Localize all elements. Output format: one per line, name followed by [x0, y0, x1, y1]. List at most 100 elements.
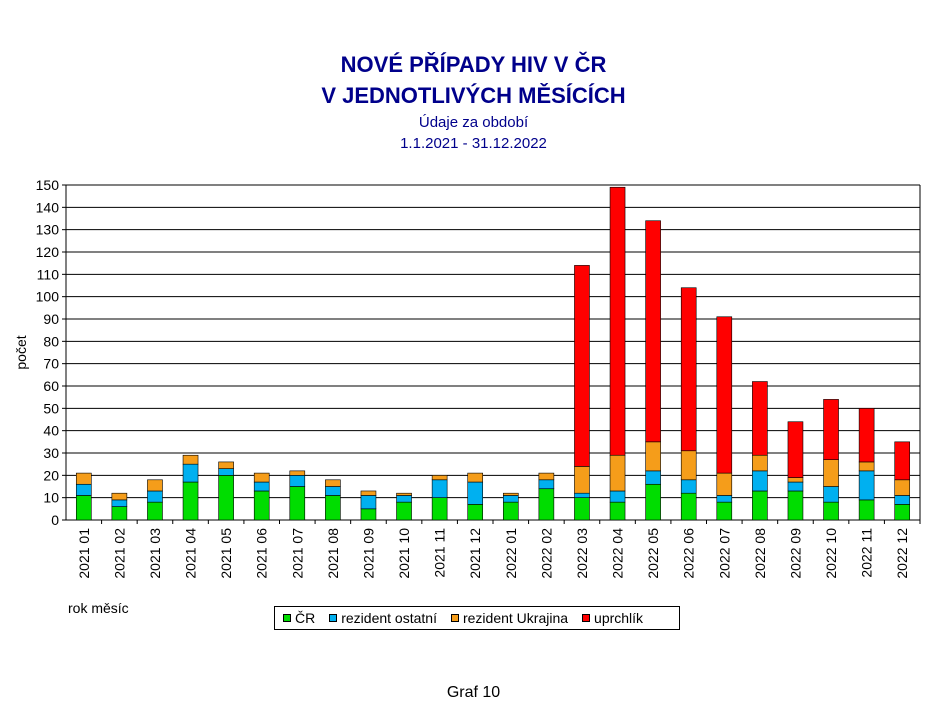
chart-subtitle: Údaje za období [418, 114, 529, 131]
bar-2021-10-s1 [396, 495, 412, 503]
bar-2021-07-s1 [289, 475, 306, 487]
bar-2022-10-s0 [823, 501, 839, 521]
legend-swatch-cr [283, 614, 291, 622]
bar-2022-10-s1 [823, 486, 839, 503]
legend-swatch-rezident-ukrajina [450, 614, 459, 622]
x-tick-label-2021-04: 2021 04 [183, 528, 199, 579]
legend-item-uprchlik: uprchlík [582, 610, 643, 626]
legend-item-rezident-ostatni: rezident ostatní [329, 610, 437, 626]
bar-2022-03-s0 [574, 497, 590, 521]
y-tick-label-120: 120 [36, 244, 60, 260]
bar-2022-06-s0 [680, 492, 697, 521]
y-tick-label-90: 90 [43, 311, 59, 327]
x-tick-label-2022-10: 2022 10 [823, 528, 839, 579]
bar-2021-08-s0 [325, 495, 341, 521]
bar-2022-05-s0 [645, 483, 661, 521]
bar-2022-05-s3 [645, 220, 661, 443]
bar-2021-01-s0 [75, 495, 92, 521]
bar-2021-07-s2 [289, 470, 306, 476]
bar-2021-05-s1 [218, 468, 234, 476]
bar-2021-09-s0 [360, 508, 377, 521]
y-axis-label: počet [13, 335, 29, 369]
bar-2021-04-s0 [182, 481, 199, 521]
bar-2022-04-s3 [609, 186, 626, 456]
bar-2022-09-s2 [787, 477, 804, 483]
x-tick-label-2022-01: 2022 01 [503, 528, 519, 579]
legend-item-cr: ČR [283, 610, 315, 626]
bar-2022-04-s0 [609, 501, 626, 521]
bar-2021-09-s1 [360, 495, 377, 510]
bar-2022-06-s2 [680, 450, 697, 481]
y-tick-label-100: 100 [36, 289, 60, 305]
bar-2022-09-s3 [787, 421, 804, 478]
legend-swatch-rezident-ostatni [329, 614, 338, 622]
bar-2022-07-s2 [716, 472, 733, 496]
x-tick-label-2021-10: 2021 10 [396, 528, 412, 579]
bar-2022-07-s3 [716, 316, 733, 474]
figure-caption: Graf 10 [446, 684, 501, 701]
x-tick-label-2021-02: 2021 02 [111, 528, 127, 579]
bar-2021-02-s2 [111, 492, 128, 501]
bar-2022-02-s2 [538, 472, 555, 481]
bar-2021-02-s0 [111, 506, 128, 521]
bar-2022-10-s2 [823, 459, 839, 487]
bar-2022-04-s2 [609, 454, 626, 492]
bar-2022-06-s1 [680, 479, 697, 494]
bar-2022-12-s1 [894, 495, 911, 505]
bar-2021-06-s0 [253, 490, 270, 521]
legend-swatch-uprchlik [582, 614, 591, 622]
x-tick-label-2022-02: 2022 02 [538, 528, 554, 579]
x-tick-label-2021-11: 2021 11 [432, 528, 448, 578]
bar-2022-05-s2 [645, 441, 661, 472]
bar-2021-03-s0 [147, 501, 163, 521]
bar-2022-01-s0 [502, 501, 519, 521]
x-tick-label-2022-05: 2022 05 [645, 528, 661, 579]
bar-2022-05-s1 [645, 470, 661, 485]
bar-2022-03-s3 [574, 265, 590, 467]
x-tick-label-2022-09: 2022 09 [787, 528, 803, 579]
bar-2022-11-s1 [858, 470, 875, 501]
bar-2021-04-s2 [182, 454, 199, 465]
x-tick-label-2021-05: 2021 05 [218, 528, 234, 579]
chart-title: NOVÉ PŘÍPADY HIV V ČR [340, 52, 607, 77]
x-tick-label-2021-06: 2021 06 [254, 528, 270, 579]
bar-2021-03-s1 [147, 490, 163, 503]
x-tick-label-2021-01: 2021 01 [76, 528, 92, 579]
chart-title-line2: V JEDNOTLIVÝCH MĚSÍCÍCH [321, 83, 626, 108]
bar-2021-09-s2 [360, 490, 377, 496]
bar-2021-11-s2 [431, 475, 448, 481]
bar-2022-03-s1 [574, 492, 590, 498]
bar-2022-10-s3 [823, 399, 839, 460]
y-tick-label-50: 50 [43, 400, 59, 416]
bar-2021-11-s0 [431, 497, 448, 521]
y-tick-label-70: 70 [43, 356, 59, 372]
bar-2022-08-s2 [752, 454, 768, 472]
x-tick-label-2022-12: 2022 12 [894, 528, 910, 579]
bar-2022-11-s2 [858, 461, 875, 472]
x-tick-label-2022-07: 2022 07 [716, 528, 732, 579]
x-tick-label-2022-08: 2022 08 [752, 528, 768, 579]
legend-label-cr: ČR [295, 610, 316, 626]
bar-2022-12-s2 [894, 479, 911, 496]
legend-item-rezident-ukrajina: rezident Ukrajina [450, 610, 569, 626]
bar-2022-06-s3 [680, 287, 697, 452]
y-tick-label-30: 30 [43, 445, 59, 461]
bar-2021-01-s1 [75, 483, 92, 496]
y-tick-label-20: 20 [43, 467, 59, 483]
y-tick-label-140: 140 [36, 199, 60, 215]
bar-2022-04-s1 [609, 490, 626, 503]
bar-2021-07-s0 [289, 486, 306, 521]
y-tick-label-80: 80 [43, 333, 59, 349]
y-tick-label-60: 60 [43, 378, 59, 394]
x-tick-label-2022-03: 2022 03 [574, 528, 590, 579]
y-tick-label-110: 110 [37, 266, 60, 282]
x-tick-label-2021-09: 2021 09 [360, 528, 376, 579]
bar-2022-09-s0 [787, 490, 804, 521]
x-tick-label-2022-04: 2022 04 [610, 528, 626, 579]
legend-label-rezident-ukrajina: rezident Ukrajina [462, 610, 569, 626]
bar-2021-05-s0 [218, 475, 234, 521]
bar-2022-12-s3 [894, 441, 911, 481]
x-tick-label-2021-08: 2021 08 [325, 528, 341, 579]
bar-2022-11-s3 [858, 408, 875, 463]
bar-2021-11-s1 [431, 479, 448, 498]
